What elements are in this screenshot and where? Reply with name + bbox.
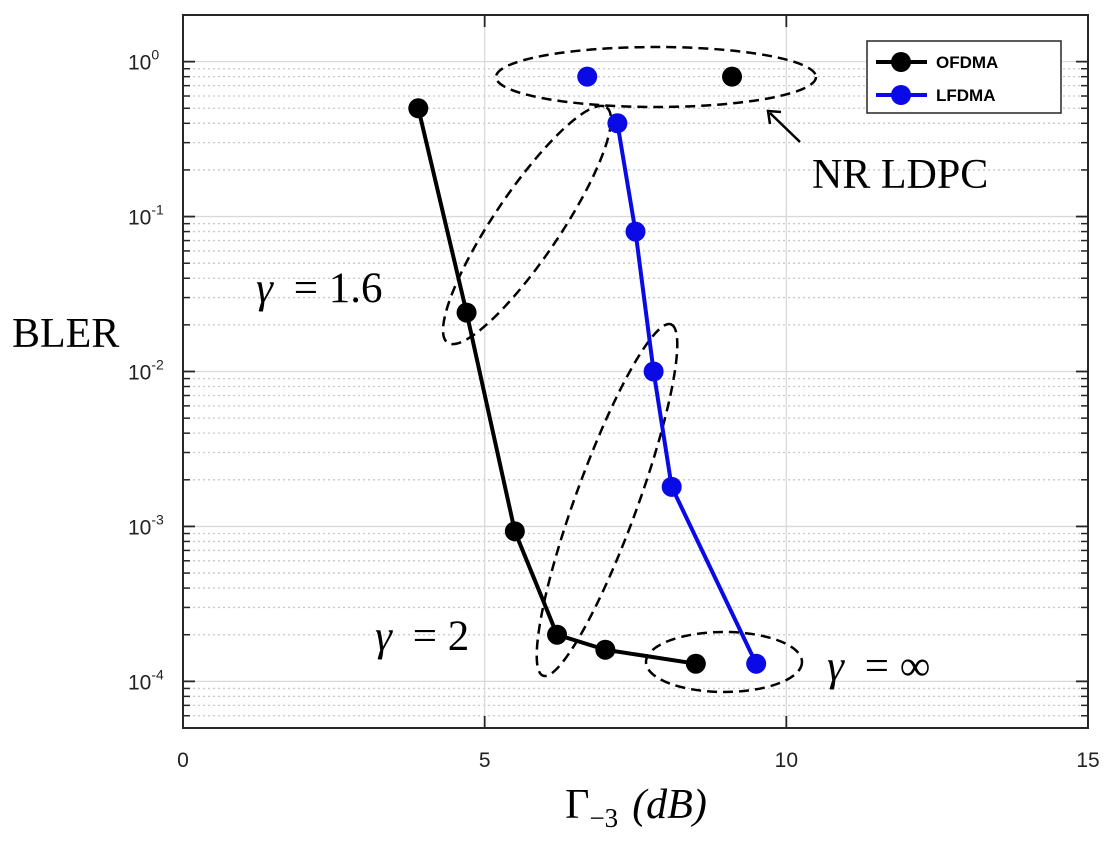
gamma-16-symbol: γ <box>256 265 274 312</box>
y-tick-exponent: -4 <box>151 666 164 682</box>
legend-lfdma-label: LFDMA <box>936 86 995 105</box>
data-point-ofdma <box>595 640 615 660</box>
gamma-inf-label: γ = ∞ <box>827 643 930 690</box>
data-point-lfdma <box>644 362 664 382</box>
y-tick-base: 10 <box>128 52 151 75</box>
y-tick-label: 10-1 <box>128 202 164 230</box>
data-point-ofdma <box>547 625 567 645</box>
x-tick-label: 10 <box>775 749 798 772</box>
y-tick-label: 10-2 <box>128 357 164 385</box>
legend-ofdma-marker <box>891 52 911 72</box>
legend: OFDMA LFDMA <box>867 41 1061 113</box>
x-axis-unit: (dB) <box>632 782 707 828</box>
y-tick-label: 10-4 <box>128 666 164 694</box>
data-point-lfdma <box>662 477 682 497</box>
data-point-lfdma <box>607 113 627 133</box>
legend-ofdma-label: OFDMA <box>936 53 998 72</box>
gamma-16-value: = 1.6 <box>294 265 383 312</box>
data-point-lfdma <box>626 222 646 242</box>
y-tick-base: 10 <box>128 516 151 539</box>
data-point-ofdma <box>686 654 706 674</box>
y-tick-label: 100 <box>128 47 159 75</box>
x-axis-subscript: −3 <box>589 803 618 833</box>
x-axis-symbol: Γ <box>565 782 589 828</box>
y-tick-label: 10-3 <box>128 511 164 539</box>
legend-lfdma-marker <box>891 85 911 105</box>
y-tick-base: 10 <box>128 207 151 230</box>
gamma-inf-symbol: γ <box>827 643 845 690</box>
nr-ldpc-point-lfdma <box>577 67 597 87</box>
y-tick-base: 10 <box>128 671 151 694</box>
data-point-ofdma <box>505 521 525 541</box>
x-tick-label: 15 <box>1076 749 1099 772</box>
y-axis-title: BLER <box>12 311 119 357</box>
y-tick-exponent: -3 <box>151 511 164 527</box>
data-point-lfdma <box>746 654 766 674</box>
gamma-inf-value: = ∞ <box>865 643 931 690</box>
gamma-2-label: γ = 2 <box>375 613 469 660</box>
data-point-ofdma <box>408 98 428 118</box>
y-tick-exponent: -2 <box>151 357 164 373</box>
gamma-2-value: = 2 <box>413 613 470 660</box>
gamma-16-label: γ = 1.6 <box>256 265 382 312</box>
y-tick-exponent: -1 <box>151 202 164 218</box>
nr-ldpc-label: NR LDPC <box>812 152 988 198</box>
x-tick-label: 0 <box>177 749 189 772</box>
gamma-2-symbol: γ <box>375 613 393 660</box>
x-tick-label: 5 <box>479 749 491 772</box>
data-point-ofdma <box>457 303 477 323</box>
nr-ldpc-point-ofdma <box>722 67 742 87</box>
x-axis-title: Γ−3 (dB) <box>565 782 707 833</box>
y-tick-exponent: 0 <box>151 47 159 63</box>
y-tick-base: 10 <box>128 362 151 385</box>
